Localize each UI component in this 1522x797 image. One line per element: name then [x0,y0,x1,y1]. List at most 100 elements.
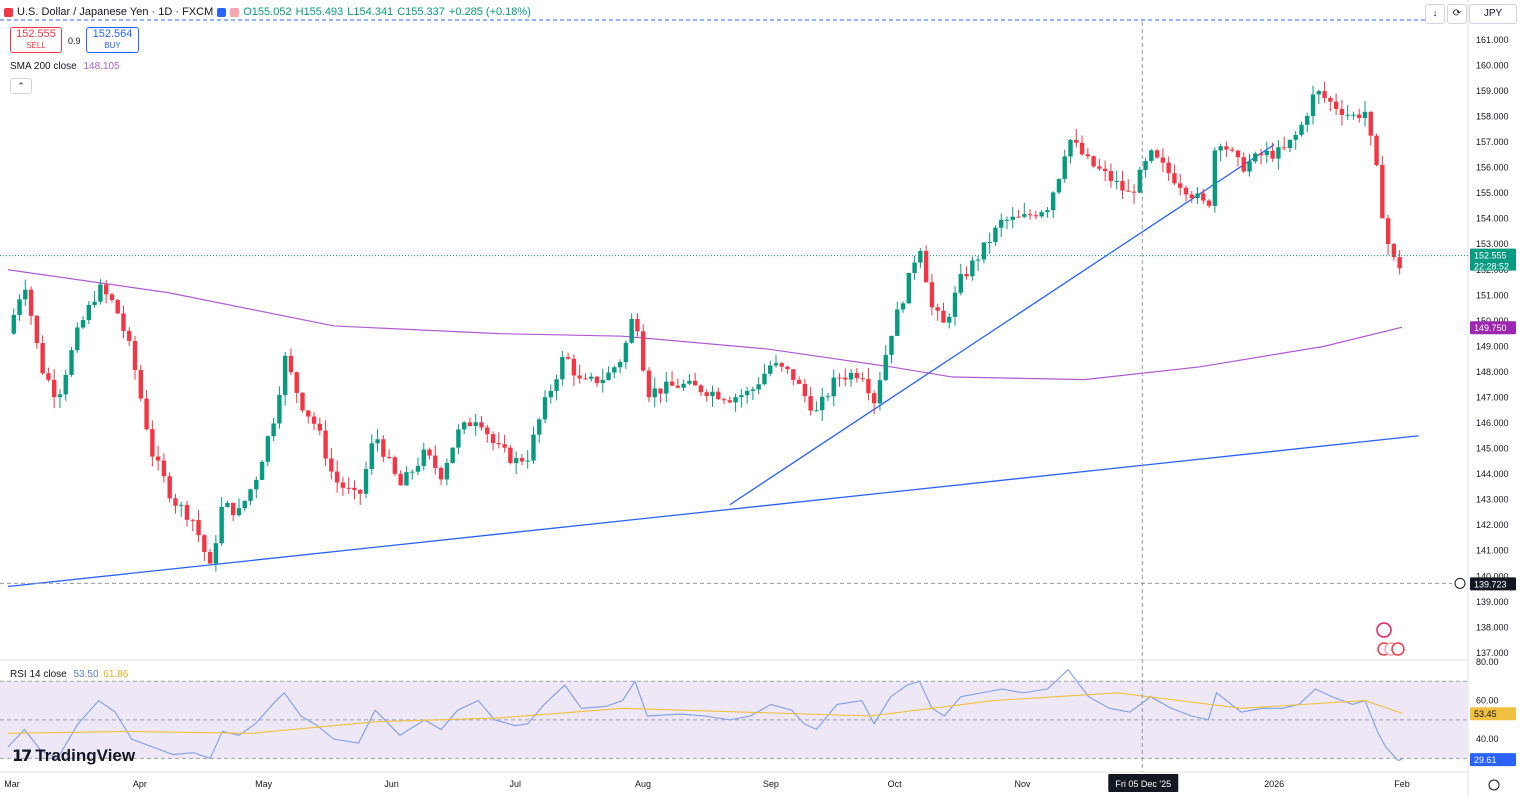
price-tick-label: 137.000 [1476,648,1509,658]
candle-body [155,456,161,461]
crosshair-date-bg [1108,774,1179,792]
candle-body [923,250,929,283]
candle-body [542,397,548,420]
ohlc-close: C155.337 [397,6,445,18]
symbol-title[interactable]: U.S. Dollar / Japanese Yen · 1D · FXCM [17,6,214,18]
candle-body [606,372,611,381]
price-tick-label: 142.000 [1476,520,1509,530]
candle-body [1385,218,1391,245]
candle-body [329,458,334,472]
candle-body [952,292,958,317]
sell-button[interactable]: 152.555 SELL [10,27,62,53]
candle-body [756,384,761,390]
time-tick-label: 2026 [1264,779,1284,789]
candle-body [248,489,253,501]
candle-body [109,294,115,300]
price-tick-label: 155.000 [1476,188,1509,198]
candle-body [889,335,894,355]
candle-body [34,315,40,344]
ohlc-open: O155.052 [243,6,292,18]
candle-body [975,259,981,261]
candle-body [236,508,242,516]
price-tick-label: 156.000 [1476,163,1509,173]
candle-body [392,457,398,474]
candle-body [912,262,917,273]
candle-body [669,381,675,386]
chart-header: U.S. Dollar / Japanese Yen · 1D · FXCM O… [4,6,531,18]
candle-body [1351,114,1356,116]
candle-body [381,439,386,457]
candle-body [427,449,432,456]
candle-body [300,392,305,411]
candle-body [704,392,709,396]
candle-body [1201,193,1206,201]
candle-body [1328,97,1333,102]
refresh-icon[interactable]: ⟳ [1447,4,1467,24]
sma-legend[interactable]: SMA 200 close 148.105 [10,61,120,72]
candle-body [537,419,542,435]
candle-body [190,519,195,521]
rsi-tick-label: 80.00 [1476,657,1499,667]
buy-button[interactable]: 152.564 BUY [86,27,139,53]
candle-body [438,468,444,480]
buy-label: BUY [104,41,121,50]
trend-line [729,144,1275,506]
candle-body [386,456,392,458]
candle-body [1287,139,1293,148]
candle-body [1166,162,1171,174]
candle-body [612,367,617,373]
price-tick-label: 160.000 [1476,60,1509,70]
candle-body [1154,150,1160,158]
candle-body [929,282,935,308]
candle-body [508,447,513,463]
candle-body [1143,160,1148,170]
time-tick-label: Nov [1015,779,1032,789]
price-tick-label: 149.000 [1476,341,1509,351]
candle-body [623,342,629,363]
candle-body [103,284,109,295]
candle-body [635,318,640,332]
candle-body [1085,154,1091,157]
ohlc-change: +0.285 (+0.18%) [448,6,531,18]
candle-body [1149,150,1154,161]
candle-body [1368,111,1373,136]
candle-body [773,363,779,366]
candle-body [1258,153,1264,156]
candle-body [664,381,669,394]
candle-body [404,472,409,486]
last-price-tag-text: 152.555 [1474,251,1507,261]
candle-body [1397,257,1402,269]
sma-price-tag: 149.750 [1470,321,1516,335]
candle-body [363,469,369,494]
ohlc-high: H155.493 [295,6,344,18]
rsi-label: RSI 14 close [10,669,67,680]
crosshair-date-tag: Fri 05 Dec '25 [1108,774,1179,792]
candle-body [265,436,271,462]
candle-body [779,363,784,367]
candle-body [473,422,478,427]
time-tick-label: Sep [763,779,779,789]
candle-body [814,410,819,412]
candle-body [225,502,230,507]
tradingview-logo: 𝟭𝟳 TradingView [12,746,135,766]
candle-body [560,357,565,380]
candle-body [271,423,276,437]
candle-body [311,416,317,424]
alert-icon [230,7,240,17]
collapse-legend-button[interactable]: ⌃ [10,78,32,94]
rsi-legend[interactable]: RSI 14 close 53.50 61.86 [10,669,128,680]
currency-button[interactable]: JPY [1469,4,1517,24]
candle-body [57,394,63,398]
candle-body [23,289,28,300]
candle-body [1039,212,1044,217]
candle-body [1229,149,1235,151]
candle-body [837,377,842,379]
sma-price-tag-bg [1470,321,1516,335]
candle-body [115,299,120,314]
arrow-down-icon[interactable]: ↓ [1425,4,1445,24]
price-tick-label: 140.000 [1476,571,1509,581]
candle-body [346,487,351,489]
candle-body [1299,124,1304,135]
